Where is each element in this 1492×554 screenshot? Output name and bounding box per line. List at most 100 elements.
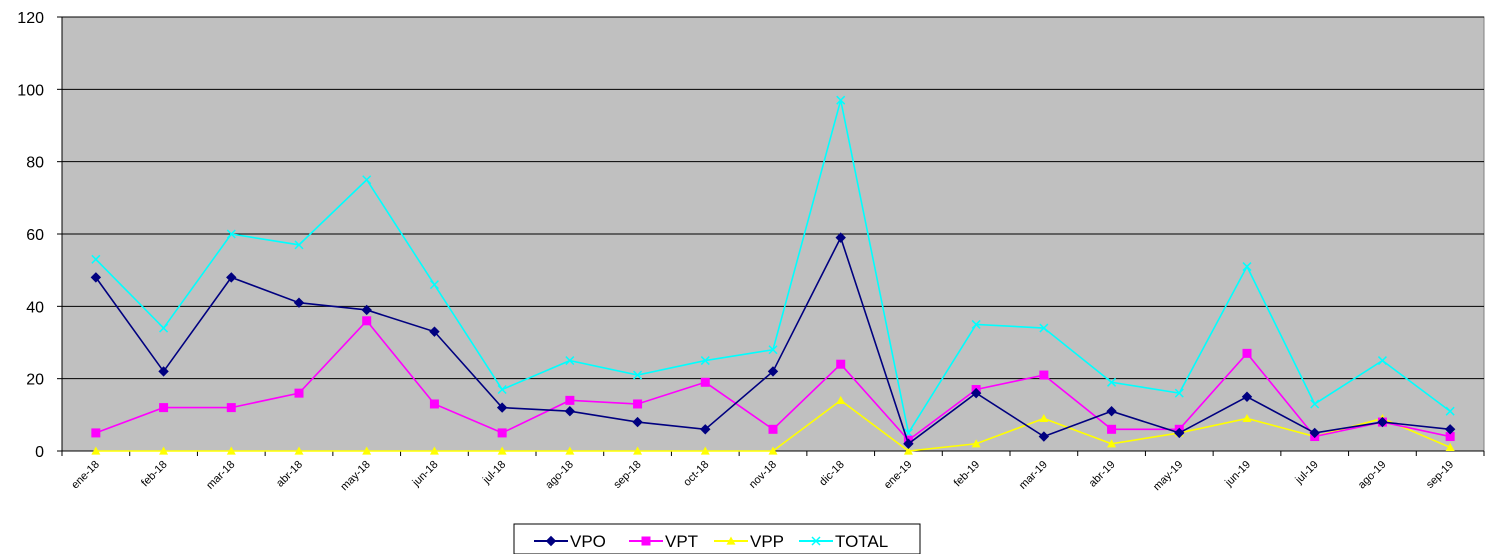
data-point-vpp: [497, 446, 507, 455]
legend-box: [513, 523, 921, 554]
data-point-vpo: [226, 272, 237, 283]
data-point-vpt: [1107, 424, 1117, 434]
data-point-vpp: [565, 446, 575, 455]
data-point-vpo: [1174, 427, 1185, 439]
data-point-vpo: [564, 406, 576, 417]
data-point-total: [294, 240, 304, 250]
legend-entry-total: TOTAL: [799, 532, 888, 551]
legend-label-vpo: VPO: [570, 532, 606, 551]
data-point-vpp: [971, 439, 981, 448]
x-tick-label: sep-19: [1424, 459, 1456, 491]
x-tick-label: may-19: [1151, 459, 1185, 493]
data-point-vpo: [1377, 416, 1388, 428]
data-point-total: [565, 356, 575, 366]
x-tick-label: dic-18: [817, 459, 847, 489]
data-point-vpt: [768, 424, 778, 434]
data-point-vpp: [362, 446, 372, 455]
x-tick-label: ene-19: [882, 459, 915, 492]
data-point-vpt: [294, 388, 304, 398]
legend-marker-total: [811, 536, 821, 546]
data-point-vpp: [700, 446, 710, 455]
x-tick-label: jul-19: [1293, 459, 1321, 487]
legend-entry-vpo: VPO: [534, 532, 606, 551]
data-point-vpo: [700, 424, 711, 435]
x-tick-label: mar-19: [1017, 459, 1050, 492]
data-point-vpo: [903, 438, 914, 449]
data-point-vpp: [768, 446, 778, 455]
data-point-total: [633, 370, 643, 380]
data-point-total: [1039, 323, 1049, 333]
legend-label-vpp: VPP: [750, 532, 784, 551]
legend-entry-vpp: VPP: [714, 532, 784, 551]
data-point-total: [429, 280, 439, 290]
data-point-vpt: [700, 377, 710, 387]
data-point-total: [1242, 262, 1252, 272]
data-point-vpo: [1241, 391, 1253, 402]
x-tick-label: jun-18: [410, 459, 441, 490]
legend-entry-vpt: VPT: [629, 532, 698, 551]
data-point-vpo: [429, 326, 440, 337]
data-point-total: [1310, 399, 1320, 409]
data-point-vpt: [1445, 432, 1455, 442]
data-point-total: [971, 319, 981, 329]
series-vpo: [90, 232, 1456, 449]
data-point-vpt: [91, 428, 101, 438]
legend-marker-vpp: [726, 536, 736, 545]
data-point-vpp: [294, 446, 304, 455]
data-point-vpp: [1039, 413, 1049, 423]
data-point-vpo: [632, 416, 643, 428]
data-point-vpp: [1242, 413, 1252, 423]
data-point-total: [1174, 388, 1184, 398]
x-tick-label: ago-18: [543, 459, 576, 492]
data-point-total: [226, 229, 236, 239]
y-tick-label: 80: [26, 155, 44, 172]
y-tick-label: 20: [26, 372, 44, 389]
data-point-total: [159, 323, 169, 333]
data-point-vpo: [90, 272, 102, 283]
x-tick-label: sep-18: [611, 459, 643, 491]
legend-marker-vpt: [641, 536, 651, 546]
data-point-total: [836, 95, 846, 105]
data-point-vpo: [158, 366, 169, 377]
data-point-vpp: [159, 446, 169, 455]
data-point-total: [700, 356, 710, 366]
series-layer: [90, 95, 1456, 455]
data-point-vpt: [362, 316, 372, 326]
x-tick-label: jun-19: [1222, 459, 1253, 490]
data-point-vpo: [361, 304, 372, 316]
x-tick-label: abr-18: [274, 459, 305, 490]
data-point-vpo: [1038, 431, 1050, 442]
data-point-vpt: [565, 395, 575, 405]
x-tick-label: jul-18: [480, 459, 508, 487]
data-point-total: [497, 384, 507, 395]
data-point-vpo: [1309, 427, 1320, 439]
legend: VPO VPT VPP TOTAL: [513, 523, 921, 554]
data-point-vpp: [226, 446, 236, 455]
x-tick-label: feb-19: [952, 459, 983, 490]
y-tick-label: 40: [26, 299, 44, 316]
data-point-vpt: [633, 399, 643, 409]
data-point-vpp: [903, 446, 913, 455]
data-point-vpo: [1444, 424, 1456, 435]
data-point-vpt: [1039, 370, 1049, 380]
data-point-total: [91, 254, 101, 264]
x-tick-label: feb-18: [139, 459, 170, 490]
x-tick-label: mar-18: [204, 459, 237, 492]
data-point-total: [362, 175, 372, 185]
x-tick-label: may-18: [338, 459, 372, 493]
y-tick-label: 100: [17, 82, 44, 99]
data-point-vpt: [429, 399, 439, 409]
data-point-vpp: [1445, 442, 1455, 451]
data-point-total: [1107, 377, 1117, 387]
legend-label-total: TOTAL: [835, 532, 888, 551]
data-point-total: [768, 345, 778, 355]
data-point-vpp: [429, 446, 439, 455]
x-tick-label: ago-19: [1356, 459, 1389, 492]
data-point-vpp: [633, 446, 643, 455]
data-point-vpo: [1106, 406, 1117, 417]
data-point-vpt: [836, 359, 846, 369]
y-axis-ticks: 0 20 40 60 80 100 120: [17, 10, 62, 461]
legend-marker-vpo: [545, 535, 557, 547]
data-point-vpo: [293, 297, 305, 308]
